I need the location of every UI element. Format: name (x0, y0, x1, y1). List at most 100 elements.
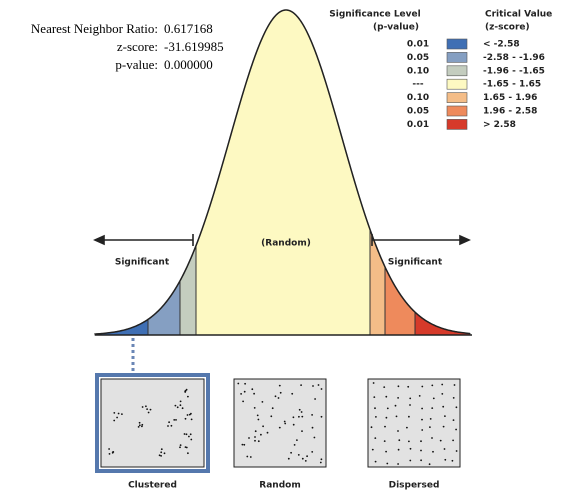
swatch (446, 105, 468, 117)
point (168, 421, 171, 424)
point (443, 448, 446, 450)
point (277, 397, 280, 399)
point (257, 418, 260, 421)
point (420, 440, 422, 443)
point (420, 449, 422, 452)
point (113, 412, 116, 414)
point (287, 457, 290, 460)
point (184, 391, 187, 393)
right-arrow-head (459, 234, 471, 246)
point (138, 421, 141, 424)
point (312, 385, 314, 387)
point (408, 415, 410, 418)
point (398, 439, 401, 442)
point (452, 439, 454, 442)
point (386, 407, 389, 410)
point (179, 444, 182, 446)
point (395, 415, 398, 418)
point (409, 459, 412, 462)
point (375, 416, 377, 418)
point (432, 397, 435, 400)
point (261, 401, 264, 403)
point (374, 460, 377, 463)
point (146, 408, 149, 410)
right-label: Significant (388, 258, 443, 268)
panel-frame (95, 373, 210, 473)
point (188, 435, 190, 438)
point (301, 415, 304, 418)
p-value: 0.10 (407, 66, 429, 76)
point (279, 391, 282, 394)
curve-region (414, 310, 471, 336)
point (370, 426, 373, 429)
panel (367, 378, 461, 468)
center-label: (Random) (261, 239, 311, 249)
critical-value: > 2.58 (483, 120, 516, 130)
point (254, 436, 256, 438)
point (431, 407, 434, 409)
point (317, 384, 320, 386)
point (270, 415, 273, 418)
point (442, 425, 445, 428)
point (160, 455, 163, 457)
p-value: 0.10 (407, 93, 429, 103)
point (397, 463, 399, 465)
p-sub: (p-value) (373, 23, 419, 33)
bell-curve (94, 9, 472, 336)
point (158, 454, 161, 457)
point (455, 406, 458, 409)
curve-region (179, 245, 197, 336)
critical-value: 1.65 - 1.96 (483, 93, 537, 103)
point (253, 392, 256, 395)
panel-label: Clustered (128, 481, 177, 491)
z-header: Critical Value (485, 10, 552, 20)
point (409, 404, 411, 406)
point (429, 418, 432, 420)
point (160, 448, 163, 451)
point (452, 419, 455, 421)
point (372, 382, 375, 384)
point (455, 450, 458, 452)
point (304, 460, 307, 462)
panel (100, 378, 205, 468)
point (108, 448, 110, 450)
p-value: 0.05 (407, 107, 429, 117)
point (183, 433, 186, 435)
point (240, 393, 243, 395)
point (262, 425, 264, 428)
legend: 0.01 < -2.58 0.05 -2.58 - -1.96 0.10 -1.96 - … (407, 38, 545, 130)
point (296, 439, 298, 441)
point (301, 430, 303, 432)
point (186, 414, 189, 416)
critical-value: < -2.58 (483, 40, 520, 50)
point (383, 386, 386, 388)
point (190, 438, 193, 441)
point (431, 384, 434, 387)
point (407, 385, 410, 388)
swatch (446, 38, 468, 50)
point (249, 456, 252, 458)
point (320, 458, 323, 461)
stat-label: z-score: (117, 39, 158, 54)
critical-value: -1.96 - -1.65 (483, 66, 545, 76)
p-value: 0.01 (407, 120, 429, 130)
point (243, 390, 246, 393)
p-value: --- (412, 80, 423, 90)
point (160, 451, 163, 454)
point (176, 406, 179, 409)
point (374, 437, 377, 439)
point (175, 419, 177, 421)
panel-label: Dispersed (389, 481, 440, 491)
point (320, 388, 323, 390)
point (244, 382, 247, 385)
point (442, 405, 445, 408)
point (394, 404, 397, 407)
point (314, 398, 316, 400)
point (292, 423, 295, 426)
stat-value: 0.617168 (164, 21, 213, 36)
point (429, 426, 431, 428)
point (431, 437, 433, 439)
stat-label: Nearest Neighbor Ratio: (31, 21, 158, 36)
point (455, 428, 457, 431)
point (291, 392, 294, 395)
